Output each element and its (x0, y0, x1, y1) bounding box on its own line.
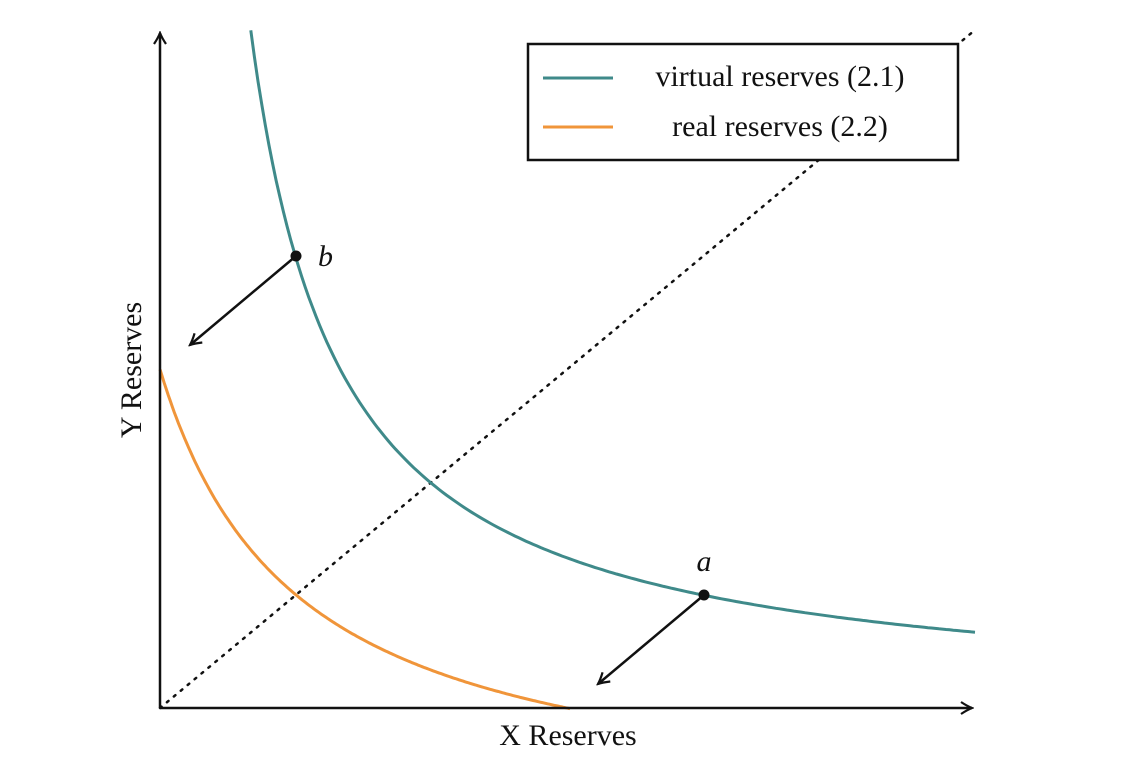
point-b (290, 250, 302, 262)
y-axis-label: Y Reserves (115, 302, 148, 438)
point-a (698, 589, 710, 601)
legend-box (526, 42, 960, 162)
point-label: a (697, 545, 712, 578)
arrow-b (190, 255, 297, 345)
x-axis-label: X Reserves (499, 719, 636, 752)
real-curve (158, 368, 571, 711)
legend-label: virtual reserves (2.1) (655, 60, 904, 93)
point-label: b (318, 240, 333, 273)
virtual-curve (249, 30, 976, 634)
legend-label: real reserves (2.2) (672, 110, 888, 143)
arrow-a (598, 594, 705, 684)
